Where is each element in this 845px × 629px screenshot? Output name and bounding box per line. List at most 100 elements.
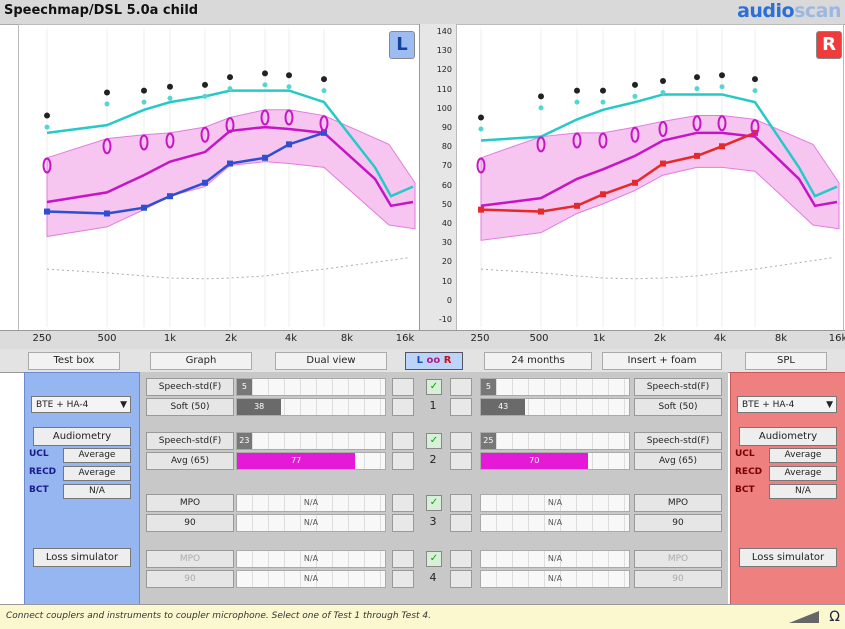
ucl-marker-cyan [202, 93, 208, 99]
right-ear-speechmap-graph[interactable] [456, 24, 844, 332]
test-level-label-right[interactable]: 90 [634, 514, 722, 532]
left-loss-simulator-button[interactable]: Loss simulator [33, 548, 131, 567]
test-enable-checkbox[interactable]: ✓ [426, 551, 442, 567]
left-stimulus-field[interactable]: 23 [236, 432, 386, 450]
right-stimulus-field[interactable]: 25 [480, 432, 630, 450]
test-stimulus-label-right[interactable]: Speech-std(F) [634, 378, 722, 396]
right-options-button[interactable] [450, 432, 472, 450]
test-stimulus-label-left[interactable]: Speech-std(F) [146, 432, 234, 450]
left-options-button[interactable] [392, 494, 414, 512]
right-ucl-value[interactable]: Average [769, 448, 837, 463]
speech-banana [46, 109, 416, 238]
test-stimulus-label-right[interactable]: MPO [634, 494, 722, 512]
ucl-marker-cyan [44, 124, 50, 130]
ear-select-left[interactable]: L [416, 355, 423, 366]
age-button[interactable]: 24 months [484, 352, 592, 370]
left-ear-button[interactable]: L [389, 31, 415, 59]
test-level-label-left[interactable]: 90 [146, 570, 234, 588]
right-curve-button[interactable] [450, 452, 472, 470]
right-curve-button[interactable] [450, 570, 472, 588]
level-bar-fill: 25 [481, 433, 496, 449]
right-recd-value[interactable]: Average [769, 466, 837, 481]
test-number-button[interactable]: 2 [429, 453, 437, 466]
test-level-label-left[interactable]: 90 [146, 514, 234, 532]
test-number-button[interactable]: 4 [429, 571, 437, 584]
ear-select-right[interactable]: R [443, 355, 452, 366]
ucl-marker [44, 112, 50, 119]
spl-button[interactable]: SPL [745, 352, 827, 370]
test-stimulus-label-left[interactable]: MPO [146, 550, 234, 568]
left-level-field[interactable]: 38 [236, 398, 386, 416]
test-number-button[interactable]: 3 [429, 515, 437, 528]
left-level-field[interactable]: N/A [236, 570, 386, 588]
ucl-marker-cyan [262, 82, 268, 88]
test-level-label-right[interactable]: Soft (50) [634, 398, 722, 416]
test-level-label-left[interactable]: Avg (65) [146, 452, 234, 470]
dual-view-button[interactable]: Dual view [275, 352, 387, 370]
left-curve-button[interactable] [392, 398, 414, 416]
graph-button[interactable]: Graph [150, 352, 252, 370]
right-level-field[interactable]: 70 [480, 452, 630, 470]
test-enable-checkbox[interactable]: ✓ [426, 379, 442, 395]
left-stimulus-field[interactable]: N/A [236, 494, 386, 512]
right-options-button[interactable] [450, 378, 472, 396]
test-stimulus-label-right[interactable]: MPO [634, 550, 722, 568]
aided-point [104, 210, 110, 217]
aided-point [574, 202, 580, 209]
right-level-field[interactable]: N/A [480, 570, 630, 588]
left-level-field[interactable]: 77 [236, 452, 386, 470]
right-level-field[interactable]: N/A [480, 514, 630, 532]
test-level-label-right[interactable]: 90 [634, 570, 722, 588]
left-ucl-value[interactable]: Average [63, 448, 131, 463]
level-bar-fill: N/A [547, 574, 563, 583]
coupling-button[interactable]: Insert + foam [602, 352, 722, 370]
left-curve-button[interactable] [392, 452, 414, 470]
right-device-select[interactable]: BTE + HA-4 ▼ [737, 396, 837, 413]
left-curve-button[interactable] [392, 570, 414, 588]
volume-icon[interactable] [789, 611, 819, 623]
test-level-label-right[interactable]: Avg (65) [634, 452, 722, 470]
test-stimulus-label-left[interactable]: MPO [146, 494, 234, 512]
right-loss-simulator-button[interactable]: Loss simulator [739, 548, 837, 567]
right-stimulus-field[interactable]: N/A [480, 494, 630, 512]
left-device-select[interactable]: BTE + HA-4 ▼ [31, 396, 131, 413]
left-options-button[interactable] [392, 550, 414, 568]
ucl-marker [752, 76, 758, 83]
right-options-button[interactable] [450, 550, 472, 568]
freq-tick-label: 250 [470, 333, 490, 344]
left-bct-value[interactable]: N/A [63, 484, 131, 499]
right-options-button[interactable] [450, 494, 472, 512]
test-box-button[interactable]: Test box [28, 352, 120, 370]
left-options-button[interactable] [392, 432, 414, 450]
left-recd-value[interactable]: Average [63, 466, 131, 481]
left-audiometry-button[interactable]: Audiometry [33, 427, 131, 446]
test-number-button[interactable]: 1 [429, 399, 437, 412]
left-stimulus-field[interactable]: N/A [236, 550, 386, 568]
test-enable-checkbox[interactable]: ✓ [426, 495, 442, 511]
ear-select-toggle[interactable]: L oo R [405, 352, 463, 370]
logo-part-b: scan [794, 0, 841, 22]
right-ear-button[interactable]: R [816, 31, 842, 59]
left-level-field[interactable]: N/A [236, 514, 386, 532]
threshold-line [480, 257, 834, 280]
right-stimulus-field[interactable]: N/A [480, 550, 630, 568]
ucl-marker-cyan [694, 86, 700, 92]
test-level-label-left[interactable]: Soft (50) [146, 398, 234, 416]
right-bct-value[interactable]: N/A [769, 484, 837, 499]
right-level-field[interactable]: 43 [480, 398, 630, 416]
left-stimulus-field[interactable]: 5 [236, 378, 386, 396]
right-curve-button[interactable] [450, 514, 472, 532]
test-stimulus-label-left[interactable]: Speech-std(F) [146, 378, 234, 396]
left-curve-button[interactable] [392, 514, 414, 532]
right-stimulus-field[interactable]: 5 [480, 378, 630, 396]
headphones-icon[interactable]: Ω [829, 609, 840, 625]
freq-tick-label: 16k [828, 333, 845, 344]
left-device-value: BTE + HA-4 [36, 400, 89, 410]
left-options-button[interactable] [392, 378, 414, 396]
right-curve-button[interactable] [450, 398, 472, 416]
test-stimulus-label-right[interactable]: Speech-std(F) [634, 432, 722, 450]
ear-select-both[interactable]: oo [426, 355, 441, 366]
left-ear-speechmap-graph[interactable] [18, 24, 420, 332]
right-audiometry-button[interactable]: Audiometry [739, 427, 837, 446]
test-enable-checkbox[interactable]: ✓ [426, 433, 442, 449]
